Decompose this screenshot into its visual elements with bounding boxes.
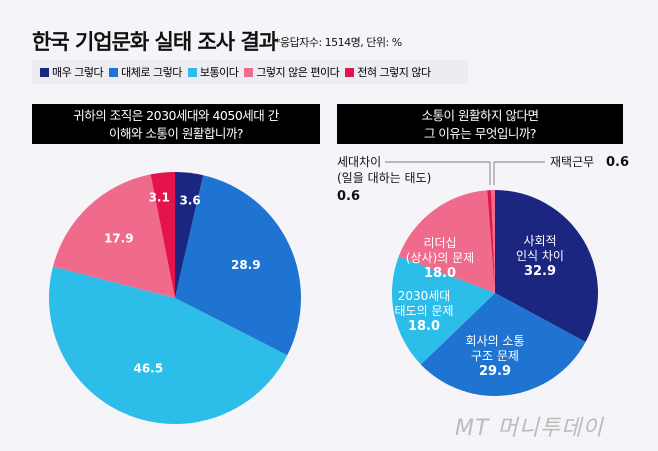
value-label: 3.6 bbox=[179, 193, 200, 207]
pie-slice bbox=[48, 266, 288, 425]
page-title: 한국 기업문화 실태 조사 결과 bbox=[32, 30, 278, 54]
value-label: 29.9 bbox=[479, 364, 511, 379]
pie-slice bbox=[420, 293, 586, 396]
value-label: 32.9 bbox=[524, 264, 556, 279]
slice-label: 2030세대 bbox=[398, 289, 451, 303]
value-label: 18.0 bbox=[408, 319, 440, 334]
watermark-logo: MT 머니투데이 bbox=[455, 416, 604, 441]
legend-item: 매우 그렇다 bbox=[40, 64, 104, 80]
slice-label: (상사)의 문제 bbox=[406, 251, 474, 265]
callout-label: 세대차이 bbox=[337, 155, 381, 169]
question-2: 소통이 원활하지 않다면 그 이유는 무엇입니까? bbox=[337, 104, 623, 144]
callout-label: (일을 대하는 태도) bbox=[337, 171, 431, 185]
pie-slice bbox=[52, 174, 175, 298]
question-1-line: 이해와 소통이 원활합니까? bbox=[108, 126, 244, 141]
legend-swatch bbox=[345, 67, 355, 77]
pie-slice bbox=[487, 190, 495, 293]
value-label: 18.0 bbox=[424, 266, 456, 281]
legend-swatch bbox=[187, 67, 197, 77]
legend-label: 대체로 그렇다 bbox=[121, 66, 182, 79]
pie-slice bbox=[495, 190, 598, 343]
value-label: 0.6 bbox=[337, 189, 360, 204]
pie-slice bbox=[491, 190, 495, 293]
legend-item: 보통이다 bbox=[187, 64, 239, 80]
slice-label: 리더십 bbox=[423, 236, 456, 250]
callout-label: 재택근무 bbox=[550, 155, 594, 169]
legend-swatch bbox=[109, 67, 119, 77]
legend-item: 전혀 그렇지 않다 bbox=[345, 64, 431, 80]
legend-label: 전혀 그렇지 않다 bbox=[357, 66, 431, 79]
question-1: 귀하의 조직은 2030세대와 4050세대 간 이해와 소통이 원활합니까? bbox=[32, 104, 320, 144]
legend-label: 보통이다 bbox=[199, 66, 239, 79]
slice-label: 회사의 소통 bbox=[465, 334, 524, 348]
pie-slice bbox=[391, 256, 495, 365]
legend-item: 그렇지 않은 편이다 bbox=[244, 64, 340, 80]
legend: 매우 그렇다 대체로 그렇다 보통이다 그렇지 않은 편이다 전혀 그렇지 않다 bbox=[32, 60, 468, 84]
question-2-line: 그 이유는 무엇입니까? bbox=[423, 126, 537, 141]
legend-item: 대체로 그렇다 bbox=[109, 64, 182, 80]
slice-label: 인식 차이 bbox=[516, 249, 564, 263]
legend-swatch bbox=[40, 67, 49, 77]
value-label: 28.9 bbox=[231, 258, 261, 272]
legend-label: 그렇지 않은 편이다 bbox=[256, 66, 340, 79]
slice-label: 구조 문제 bbox=[471, 349, 519, 363]
slice-label: 사회적 bbox=[523, 234, 556, 248]
value-label: 46.5 bbox=[133, 362, 163, 376]
note: *응답자수: 1514명, 단위: % bbox=[275, 36, 402, 49]
pie-slice bbox=[150, 172, 175, 298]
legend-swatch bbox=[244, 67, 254, 77]
value-label: 17.9 bbox=[104, 231, 134, 245]
pie-slice bbox=[398, 190, 495, 293]
value-label: 3.1 bbox=[149, 191, 170, 205]
slice-label: 태도의 문제 bbox=[394, 304, 453, 318]
legend-label: 매우 그렇다 bbox=[52, 66, 104, 79]
pie-slice bbox=[175, 172, 204, 298]
question-2-line: 소통이 원활하지 않다면 bbox=[421, 108, 539, 123]
value-label: 0.6 bbox=[606, 155, 629, 170]
question-1-line: 귀하의 조직은 2030세대와 4050세대 간 bbox=[73, 108, 279, 123]
pie-slice bbox=[175, 175, 301, 356]
